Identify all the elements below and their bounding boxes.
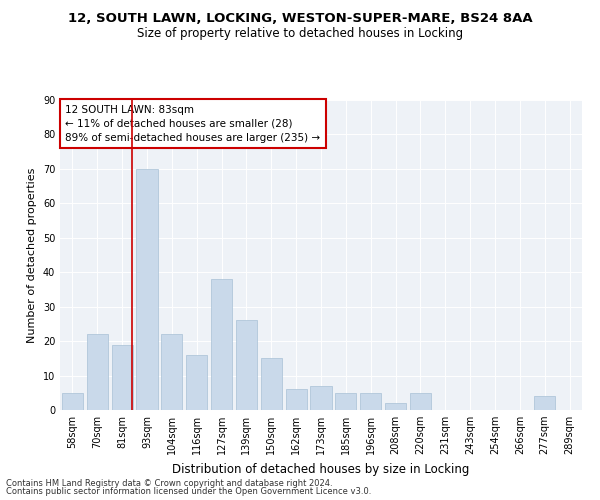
Bar xyxy=(410,393,431,410)
Bar xyxy=(211,279,232,410)
Text: 12, SOUTH LAWN, LOCKING, WESTON-SUPER-MARE, BS24 8AA: 12, SOUTH LAWN, LOCKING, WESTON-SUPER-MA… xyxy=(68,12,532,26)
Bar xyxy=(62,393,83,410)
Bar xyxy=(385,403,406,410)
Bar xyxy=(360,393,381,410)
Bar xyxy=(112,344,133,410)
Bar xyxy=(286,390,307,410)
Text: 12 SOUTH LAWN: 83sqm
← 11% of detached houses are smaller (28)
89% of semi-detac: 12 SOUTH LAWN: 83sqm ← 11% of detached h… xyxy=(65,104,320,142)
Bar xyxy=(186,355,207,410)
Text: Contains public sector information licensed under the Open Government Licence v3: Contains public sector information licen… xyxy=(6,487,371,496)
Text: Size of property relative to detached houses in Locking: Size of property relative to detached ho… xyxy=(137,28,463,40)
Bar xyxy=(335,393,356,410)
X-axis label: Distribution of detached houses by size in Locking: Distribution of detached houses by size … xyxy=(172,462,470,475)
Bar xyxy=(534,396,555,410)
Bar xyxy=(261,358,282,410)
Bar xyxy=(310,386,332,410)
Bar xyxy=(161,334,182,410)
Y-axis label: Number of detached properties: Number of detached properties xyxy=(27,168,37,342)
Bar xyxy=(236,320,257,410)
Bar xyxy=(87,334,108,410)
Text: Contains HM Land Registry data © Crown copyright and database right 2024.: Contains HM Land Registry data © Crown c… xyxy=(6,478,332,488)
Bar xyxy=(136,169,158,410)
